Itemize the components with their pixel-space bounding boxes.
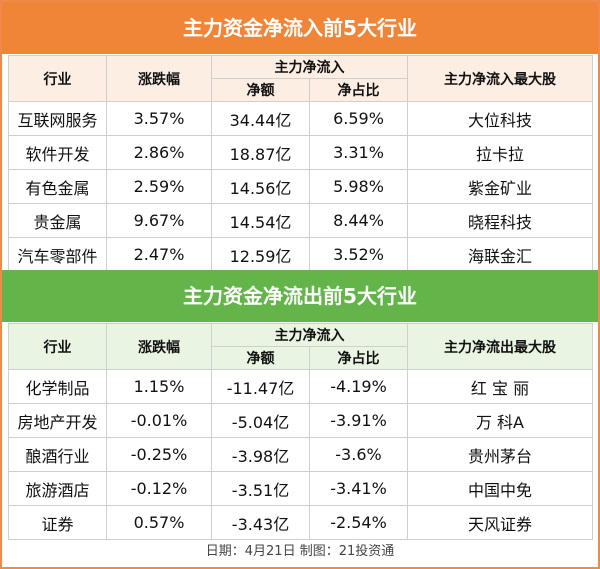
header-net-ratio: 净占比 [309, 78, 408, 102]
industry-cell: 互联网服务 [8, 101, 107, 136]
net-cell: -3.43亿 [211, 505, 310, 540]
header-top-stock: 主力净流出最大股 [407, 323, 593, 370]
stock-cell: 红 宝 丽 [407, 369, 593, 404]
header-net-amount: 净额 [211, 78, 310, 102]
change-cell: -0.01% [106, 403, 212, 438]
net-cell: 14.54亿 [211, 203, 310, 238]
stock-cell: 拉卡拉 [407, 135, 593, 170]
ratio-cell: -2.54% [309, 505, 408, 540]
outflow-title: 主力资金净流出前5大行业 [2, 270, 598, 322]
table-row: 房地产开发 -0.01% -5.04亿 -3.91% 万 科A [8, 403, 593, 438]
change-cell: 2.86% [106, 135, 212, 170]
change-cell: 2.59% [106, 169, 212, 204]
industry-cell: 酿酒行业 [8, 437, 107, 472]
industry-cell: 软件开发 [8, 135, 107, 170]
inflow-title: 主力资金净流入前5大行业 [2, 2, 598, 54]
change-cell: 3.57% [106, 101, 212, 136]
ratio-cell: -4.19% [309, 369, 408, 404]
header-net-ratio: 净占比 [309, 346, 408, 370]
net-cell: 12.59亿 [211, 237, 310, 272]
ratio-cell: -3.91% [309, 403, 408, 438]
table-row: 旅游酒店 -0.12% -3.51亿 -3.41% 中国中免 [8, 471, 593, 506]
ratio-cell: -3.41% [309, 471, 408, 506]
stock-cell: 海联金汇 [407, 237, 593, 272]
industry-cell: 汽车零部件 [8, 237, 107, 272]
header-change: 涨跌幅 [106, 323, 212, 370]
net-cell: 18.87亿 [211, 135, 310, 170]
header-industry: 行业 [8, 323, 107, 370]
change-cell: 0.57% [106, 505, 212, 540]
industry-cell: 贵金属 [8, 203, 107, 238]
change-cell: 2.47% [106, 237, 212, 272]
stock-cell: 中国中免 [407, 471, 593, 506]
net-cell: -3.51亿 [211, 471, 310, 506]
industry-cell: 证券 [8, 505, 107, 540]
net-cell: 14.56亿 [211, 169, 310, 204]
header-top-stock: 主力净流入最大股 [407, 55, 593, 102]
ratio-cell: 3.52% [309, 237, 408, 272]
inflow-table: 行业 涨跌幅 主力净流入 主力净流入最大股 净额 净占比 互联网服务 3.57%… [8, 55, 593, 272]
change-cell: 9.67% [106, 203, 212, 238]
table-row: 化学制品 1.15% -11.47亿 -4.19% 红 宝 丽 [8, 369, 593, 404]
net-cell: -11.47亿 [211, 369, 310, 404]
ratio-cell: 8.44% [309, 203, 408, 238]
header-main-net-inflow: 主力净流入 [211, 55, 408, 79]
industry-cell: 化学制品 [8, 369, 107, 404]
stock-cell: 万 科A [407, 403, 593, 438]
header-change: 涨跌幅 [106, 55, 212, 102]
net-cell: -5.04亿 [211, 403, 310, 438]
table-row: 软件开发 2.86% 18.87亿 3.31% 拉卡拉 [8, 135, 593, 170]
change-cell: 1.15% [106, 369, 212, 404]
table-row: 汽车零部件 2.47% 12.59亿 3.52% 海联金汇 [8, 237, 593, 272]
header-net-amount: 净额 [211, 346, 310, 370]
ratio-cell: 6.59% [309, 101, 408, 136]
net-cell: 34.44亿 [211, 101, 310, 136]
source-footer: 日期：4月21日 制图：21投资通 [205, 544, 395, 559]
table-row: 证券 0.57% -3.43亿 -2.54% 天风证券 [8, 505, 593, 540]
industry-cell: 房地产开发 [8, 403, 107, 438]
stock-cell: 晓程科技 [407, 203, 593, 238]
net-cell: -3.98亿 [211, 437, 310, 472]
ratio-cell: 5.98% [309, 169, 408, 204]
table-row: 互联网服务 3.57% 34.44亿 6.59% 大位科技 [8, 101, 593, 136]
industry-cell: 有色金属 [8, 169, 107, 204]
stock-cell: 贵州茅台 [407, 437, 593, 472]
change-cell: -0.25% [106, 437, 212, 472]
stock-cell: 大位科技 [407, 101, 593, 136]
table-row: 贵金属 9.67% 14.54亿 8.44% 晓程科技 [8, 203, 593, 238]
stock-cell: 紫金矿业 [407, 169, 593, 204]
ratio-cell: -3.6% [309, 437, 408, 472]
ratio-cell: 3.31% [309, 135, 408, 170]
outflow-table: 行业 涨跌幅 主力净流入 主力净流出最大股 净额 净占比 化学制品 1.15% … [8, 323, 593, 540]
header-industry: 行业 [8, 55, 107, 102]
industry-cell: 旅游酒店 [8, 471, 107, 506]
header-main-net-inflow: 主力净流入 [211, 323, 408, 347]
stock-cell: 天风证券 [407, 505, 593, 540]
table-row: 酿酒行业 -0.25% -3.98亿 -3.6% 贵州茅台 [8, 437, 593, 472]
change-cell: -0.12% [106, 471, 212, 506]
table-row: 有色金属 2.59% 14.56亿 5.98% 紫金矿业 [8, 169, 593, 204]
